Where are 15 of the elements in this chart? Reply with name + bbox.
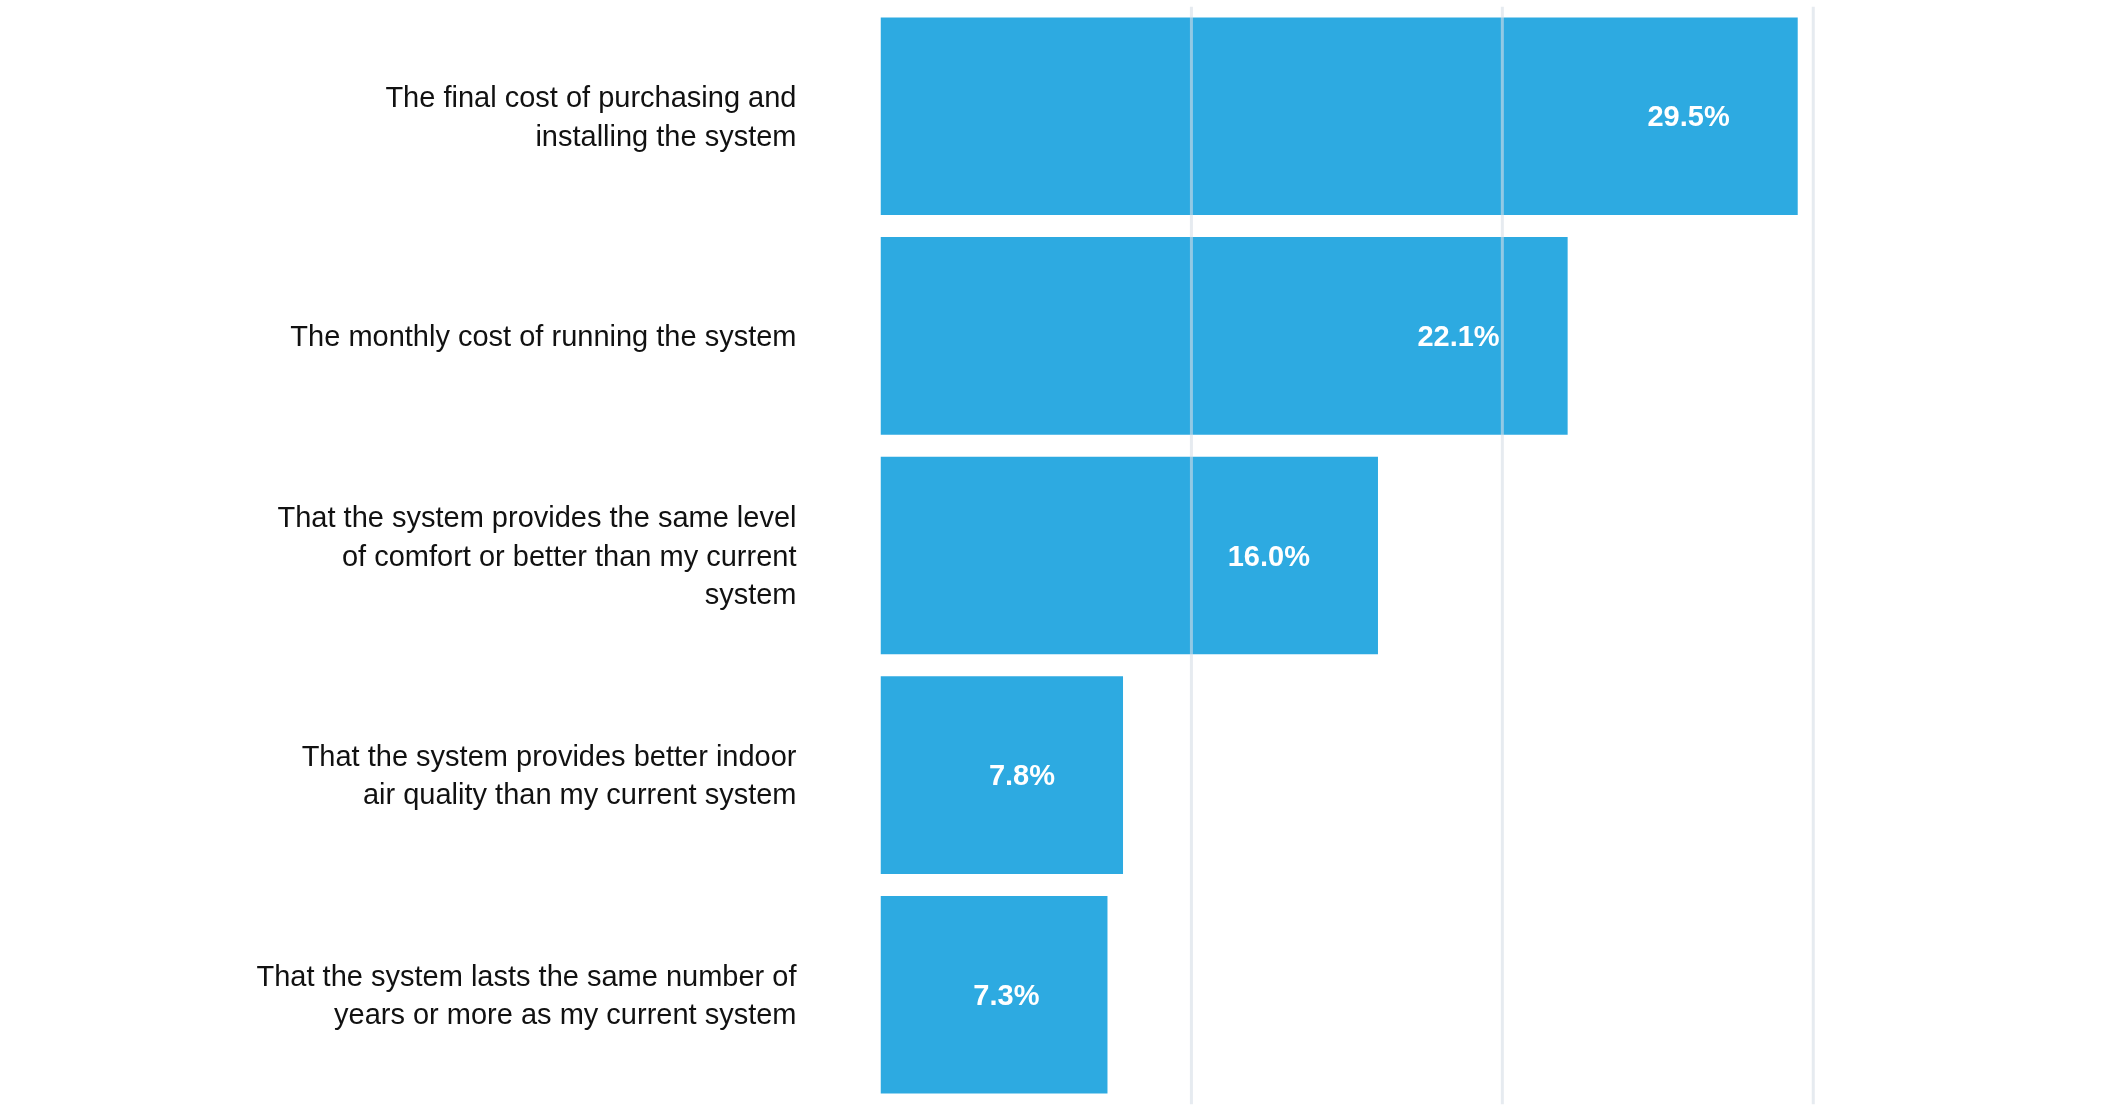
y-tick-label: The monthly cost of running the system <box>290 319 797 352</box>
data-label: 22.1% <box>1417 319 1500 352</box>
bar <box>880 17 1798 216</box>
data-label: 7.3% <box>973 978 1040 1011</box>
data-label: 16.0% <box>1227 539 1311 572</box>
bar <box>880 456 1378 655</box>
y-tick-label: The final cost of purchasing and installing the system <box>385 81 797 152</box>
data-label: 7.8% <box>988 759 1056 792</box>
y-tick-label: That the system provides the same level of comfort or better than my current system <box>277 501 797 610</box>
y-tick-label: That the system provides better indoor air quality than my current system <box>301 739 797 811</box>
bar <box>880 895 1108 1094</box>
data-label: 29.5% <box>1647 100 1730 133</box>
bar <box>880 676 1124 874</box>
y-tick-label: That the system lasts the same number of years or more as my current system <box>256 959 798 1030</box>
bar <box>880 237 1568 435</box>
